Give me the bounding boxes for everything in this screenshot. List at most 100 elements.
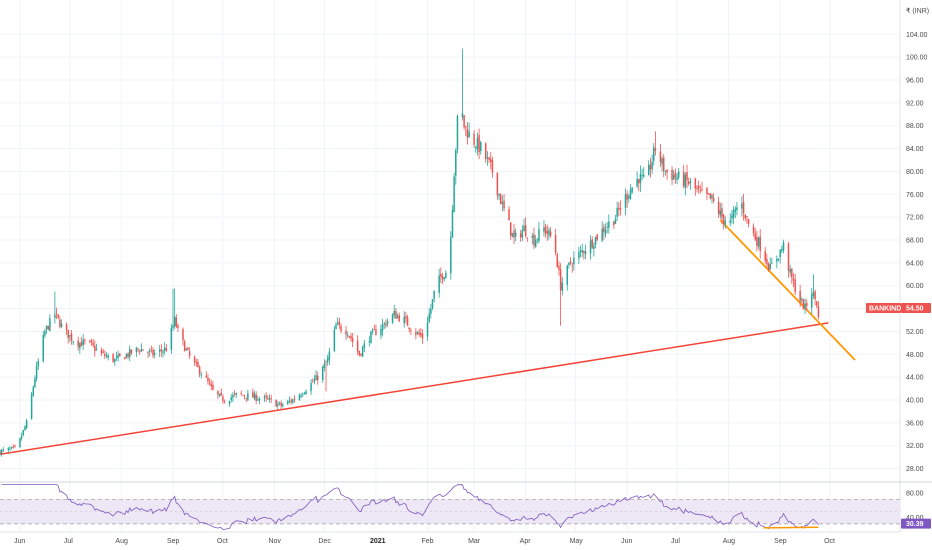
y-tick-label: 100.00 — [906, 55, 928, 62]
candle — [405, 312, 407, 324]
candle — [408, 327, 410, 333]
candle — [724, 216, 727, 229]
candle — [95, 343, 98, 351]
candle — [817, 301, 820, 320]
candle — [115, 351, 118, 361]
candle — [811, 288, 813, 315]
candle — [217, 390, 219, 399]
candle — [158, 344, 161, 358]
candle — [618, 202, 620, 217]
candle — [603, 223, 605, 240]
candle — [759, 229, 761, 259]
candle — [360, 353, 362, 357]
candle — [22, 429, 25, 437]
candle — [380, 324, 382, 340]
candle — [556, 252, 559, 268]
candle — [636, 171, 638, 189]
candle — [348, 335, 351, 339]
candle — [536, 238, 539, 244]
candle — [559, 263, 562, 326]
candle — [682, 165, 685, 189]
candle — [812, 274, 815, 299]
candle — [672, 169, 675, 180]
candle — [9, 446, 11, 451]
candle — [42, 331, 45, 363]
x-tick-label: Mar — [468, 538, 481, 545]
candle — [148, 348, 151, 357]
candle — [252, 388, 254, 398]
candle — [35, 361, 38, 382]
candle — [431, 298, 434, 311]
candle — [45, 325, 48, 335]
candle — [336, 317, 339, 326]
candle — [589, 235, 592, 260]
y-tick-label: 32.00 — [906, 443, 924, 450]
candle — [185, 347, 188, 351]
x-tick-label: Oct — [217, 538, 228, 545]
candle — [769, 257, 771, 270]
candle — [777, 258, 780, 262]
candle — [102, 348, 104, 354]
x-tick-label: Sep — [774, 538, 787, 545]
candle — [70, 330, 73, 345]
candle — [579, 245, 582, 258]
candle — [696, 185, 698, 193]
candle — [767, 262, 770, 272]
candle — [455, 148, 457, 185]
candle — [34, 375, 36, 389]
candle — [546, 224, 549, 241]
candle — [697, 180, 700, 194]
candle — [652, 143, 655, 166]
candle — [604, 223, 607, 238]
candle — [430, 303, 432, 319]
y-tick-label: 88.00 — [906, 123, 924, 130]
candle — [684, 172, 687, 196]
candle — [177, 323, 179, 332]
candle — [0, 448, 3, 457]
candle — [433, 290, 435, 303]
candle — [82, 333, 84, 351]
candle — [538, 222, 540, 244]
candle — [468, 122, 470, 138]
candle — [406, 314, 409, 326]
x-tick-label: Oct — [824, 538, 835, 545]
rsi-value-badge — [901, 518, 931, 529]
candle — [333, 326, 336, 353]
candle — [351, 332, 354, 348]
candle — [752, 223, 755, 237]
candle — [57, 314, 59, 320]
candle — [65, 322, 68, 335]
candle — [175, 314, 178, 329]
candle — [270, 394, 272, 403]
candle — [335, 321, 337, 330]
candle — [450, 231, 452, 280]
candle — [478, 128, 480, 160]
candle — [799, 284, 801, 308]
candle — [513, 223, 515, 245]
candle — [662, 153, 665, 178]
candle — [165, 344, 168, 352]
candle — [92, 338, 94, 348]
candle — [746, 215, 748, 224]
candle — [764, 247, 766, 264]
candle — [608, 214, 610, 234]
candle — [629, 184, 632, 200]
candle — [659, 144, 662, 168]
rsi-value-label: 30.39 — [906, 521, 924, 528]
candle — [253, 390, 256, 401]
y-tick-label: 64.00 — [906, 260, 924, 267]
candle — [263, 394, 266, 402]
candle — [326, 354, 329, 366]
candle — [776, 255, 778, 269]
candle — [30, 391, 33, 420]
candle — [147, 350, 149, 358]
candle — [67, 329, 69, 344]
candle — [701, 181, 703, 192]
candle — [207, 374, 209, 385]
candle — [255, 391, 257, 405]
candle — [305, 389, 307, 395]
candle — [160, 344, 163, 357]
candle — [707, 193, 710, 195]
candle — [59, 315, 61, 329]
currency-label: ₹ (INR) — [906, 7, 929, 15]
